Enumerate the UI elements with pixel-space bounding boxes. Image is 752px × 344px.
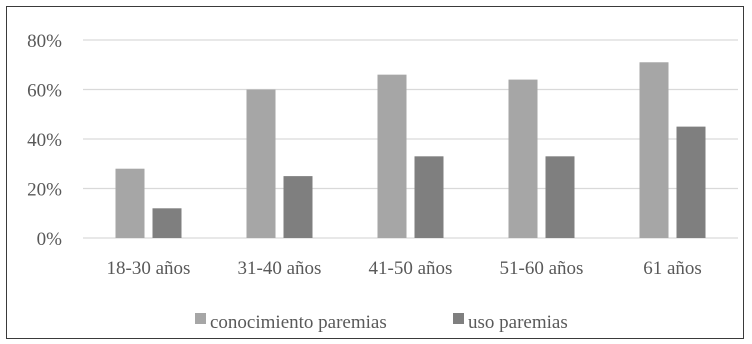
- y-tick-label: 20%: [27, 180, 62, 201]
- bar-uso-4: [545, 156, 575, 238]
- x-tick-label: 18-30 años: [107, 258, 191, 279]
- legend-swatch-series-1: [195, 313, 206, 324]
- y-tick-label: 0%: [37, 229, 63, 250]
- legend-label-series-1: conocimiento paremias: [210, 312, 387, 333]
- legend: conocimiento paremias uso paremias: [195, 312, 568, 333]
- bar-conocimiento-1: [115, 168, 145, 238]
- x-tick-label: 61 años: [643, 258, 702, 279]
- x-tick-label: 51-60 años: [500, 258, 584, 279]
- bar-conocimiento-5: [639, 62, 669, 239]
- x-axis-ticks: 18-30 años 31-40 años 41-50 años 51-60 años…: [107, 258, 702, 279]
- bar-uso-2: [283, 176, 313, 238]
- gridlines: [83, 39, 738, 239]
- legend-label-series-2: uso paremias: [468, 312, 568, 333]
- y-tick-label: 80%: [27, 31, 62, 52]
- legend-swatch-series-2: [453, 313, 464, 324]
- bar-uso-1: [152, 208, 182, 238]
- x-tick-label: 31-40 años: [238, 258, 322, 279]
- bar-conocimiento-3: [377, 74, 407, 239]
- bar-conocimiento-2: [246, 89, 276, 238]
- bars: [115, 62, 706, 239]
- x-tick-label: 41-50 años: [369, 258, 453, 279]
- y-tick-label: 60%: [27, 81, 62, 102]
- bar-conocimiento-4: [508, 79, 538, 238]
- y-axis-ticks: 0% 20% 40% 60% 80%: [27, 31, 62, 250]
- y-tick-label: 40%: [27, 130, 62, 151]
- bar-uso-3: [414, 156, 444, 238]
- bar-uso-5: [676, 126, 706, 238]
